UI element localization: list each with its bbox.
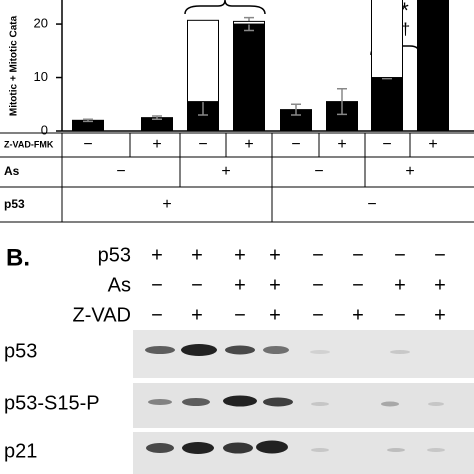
bar-segment bbox=[371, 77, 403, 132]
cell: + bbox=[221, 163, 230, 180]
blot-images bbox=[133, 330, 474, 474]
band-label: p53-S15-P bbox=[4, 392, 100, 414]
sign: + bbox=[191, 244, 203, 266]
sign: − bbox=[151, 274, 163, 296]
condition-label: Z-VAD bbox=[72, 304, 131, 326]
bar-segment bbox=[371, 0, 403, 79]
cell: + bbox=[244, 136, 253, 153]
sign: − bbox=[312, 274, 324, 296]
band-label: p21 bbox=[4, 440, 37, 462]
cell: + bbox=[405, 163, 414, 180]
sign: − bbox=[151, 304, 163, 326]
brace bbox=[184, 0, 266, 15]
sign: + bbox=[191, 304, 203, 326]
y-tick-label: 0 bbox=[41, 122, 48, 137]
cell: − bbox=[367, 196, 376, 213]
cell: − bbox=[83, 136, 92, 153]
row-label: As bbox=[4, 164, 20, 178]
sign: + bbox=[151, 244, 163, 266]
sign: + bbox=[269, 304, 281, 326]
blot-conditions: p53 + + + + − − − −As − − + + − − + +Z-VAD − + − + − + − + bbox=[72, 244, 445, 326]
band-labels: p53 p53-S15-P p21 bbox=[4, 340, 100, 462]
y-tick-label: 10 bbox=[34, 69, 48, 84]
sign: + bbox=[434, 304, 446, 326]
error-bar bbox=[83, 118, 93, 123]
cell: − bbox=[291, 136, 300, 153]
sign: − bbox=[434, 244, 446, 266]
cell: + bbox=[162, 196, 171, 213]
sign: + bbox=[234, 244, 246, 266]
bar-segment bbox=[233, 23, 265, 132]
condition-label: p53 bbox=[98, 244, 131, 266]
panel-label: B. bbox=[6, 244, 30, 271]
cell: − bbox=[116, 163, 125, 180]
cell: + bbox=[428, 136, 437, 153]
sign: + bbox=[269, 274, 281, 296]
cell: − bbox=[198, 136, 207, 153]
sign: − bbox=[394, 244, 406, 266]
sign: + bbox=[352, 304, 364, 326]
sign: − bbox=[312, 244, 324, 266]
table: Z-VAD-FMK − + − + − + − +As − + − +p53 + − bbox=[4, 136, 438, 213]
cell: + bbox=[152, 136, 161, 153]
bars bbox=[72, 0, 449, 132]
error-bar bbox=[337, 88, 347, 116]
table-grid bbox=[0, 132, 474, 223]
sign: − bbox=[312, 304, 324, 326]
sign: + bbox=[269, 244, 281, 266]
y-tick-label: 20 bbox=[34, 15, 48, 30]
error-bar bbox=[291, 103, 301, 116]
condition-label: As bbox=[108, 274, 131, 296]
sign: + bbox=[234, 274, 246, 296]
cell: − bbox=[382, 136, 391, 153]
band-label: p53 bbox=[4, 340, 37, 362]
sign: − bbox=[352, 244, 364, 266]
y-axis-label: Mitotic + Mitotic Cata bbox=[9, 15, 20, 116]
error-bar bbox=[152, 115, 162, 120]
bar-segment bbox=[417, 0, 449, 132]
cell: − bbox=[314, 163, 323, 180]
sign: + bbox=[394, 274, 406, 296]
sign: − bbox=[352, 274, 364, 296]
sign: − bbox=[191, 274, 203, 296]
row-label: p53 bbox=[4, 197, 25, 211]
sign: − bbox=[394, 304, 406, 326]
bar-segment bbox=[187, 19, 219, 103]
sign: + bbox=[434, 274, 446, 296]
bar-segment bbox=[233, 20, 265, 25]
row-label: Z-VAD-FMK bbox=[4, 139, 54, 149]
sign: − bbox=[234, 304, 246, 326]
cell: + bbox=[337, 136, 346, 153]
